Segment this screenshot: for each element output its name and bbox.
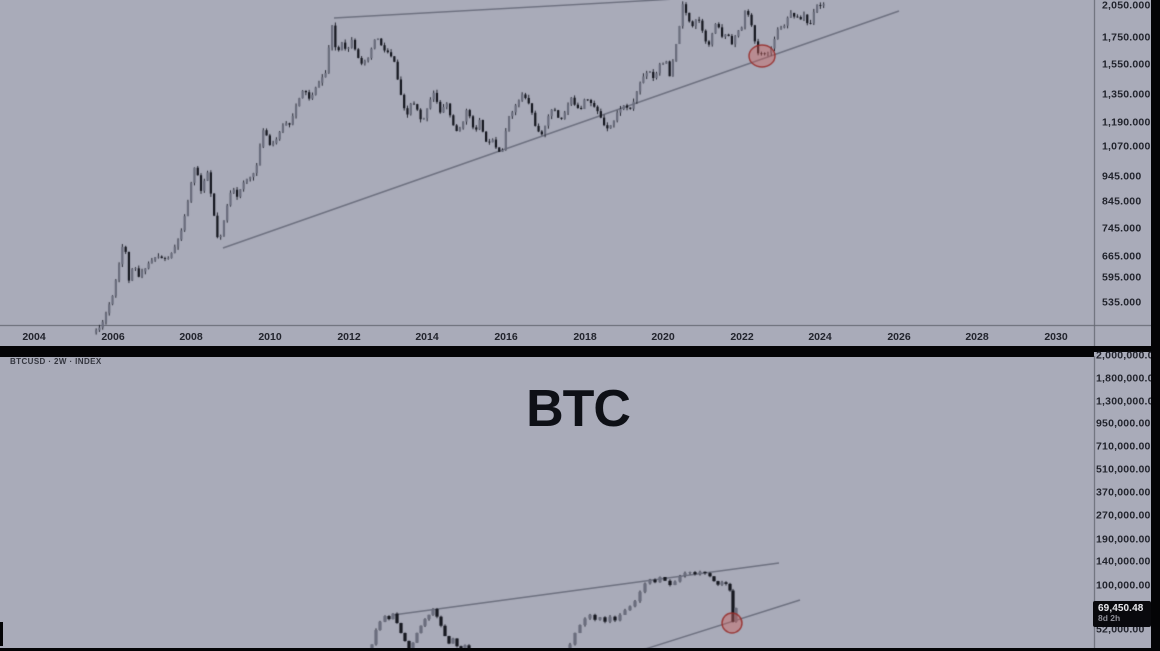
right-edge-strip [1151,0,1160,651]
x-axis-label: 2012 [337,331,361,343]
x-axis-label: 2016 [494,331,518,343]
left-edge-artifact [0,622,3,646]
chart-title-watermark: BTC [526,380,631,438]
x-axis-label: 2018 [573,331,597,343]
panel-divider [0,346,1160,352]
symbol-description: BTCUSD · 2W · INDEX [10,357,102,366]
bar-countdown: 8d 2h [1098,613,1121,624]
x-axis-label: 2026 [887,331,911,343]
x-axis-label: 2006 [101,331,125,343]
top-time-axis[interactable]: 2004 2006 2008 2010 2012 2014 2016 2018 2020 2022… [0,331,1160,345]
x-axis-label: 2022 [730,331,754,343]
bottom-chart-canvas[interactable] [0,356,1160,651]
last-price-value: 69,450.48 [1098,603,1144,614]
top-chart-canvas[interactable] [0,0,1160,347]
bottom-edge-strip [0,648,1160,651]
x-axis-label: 2030 [1044,331,1068,343]
panel-divider-thick [0,352,1094,357]
x-axis-label: 2014 [415,331,439,343]
x-axis-label: 2028 [965,331,989,343]
x-axis-label: 2008 [179,331,203,343]
x-axis-label: 2004 [22,331,46,343]
x-axis-label: 2010 [258,331,282,343]
last-price-badge: 69,450.48 8d 2h [1093,601,1151,627]
x-axis-label: 2024 [808,331,832,343]
x-axis-label: 2020 [651,331,675,343]
